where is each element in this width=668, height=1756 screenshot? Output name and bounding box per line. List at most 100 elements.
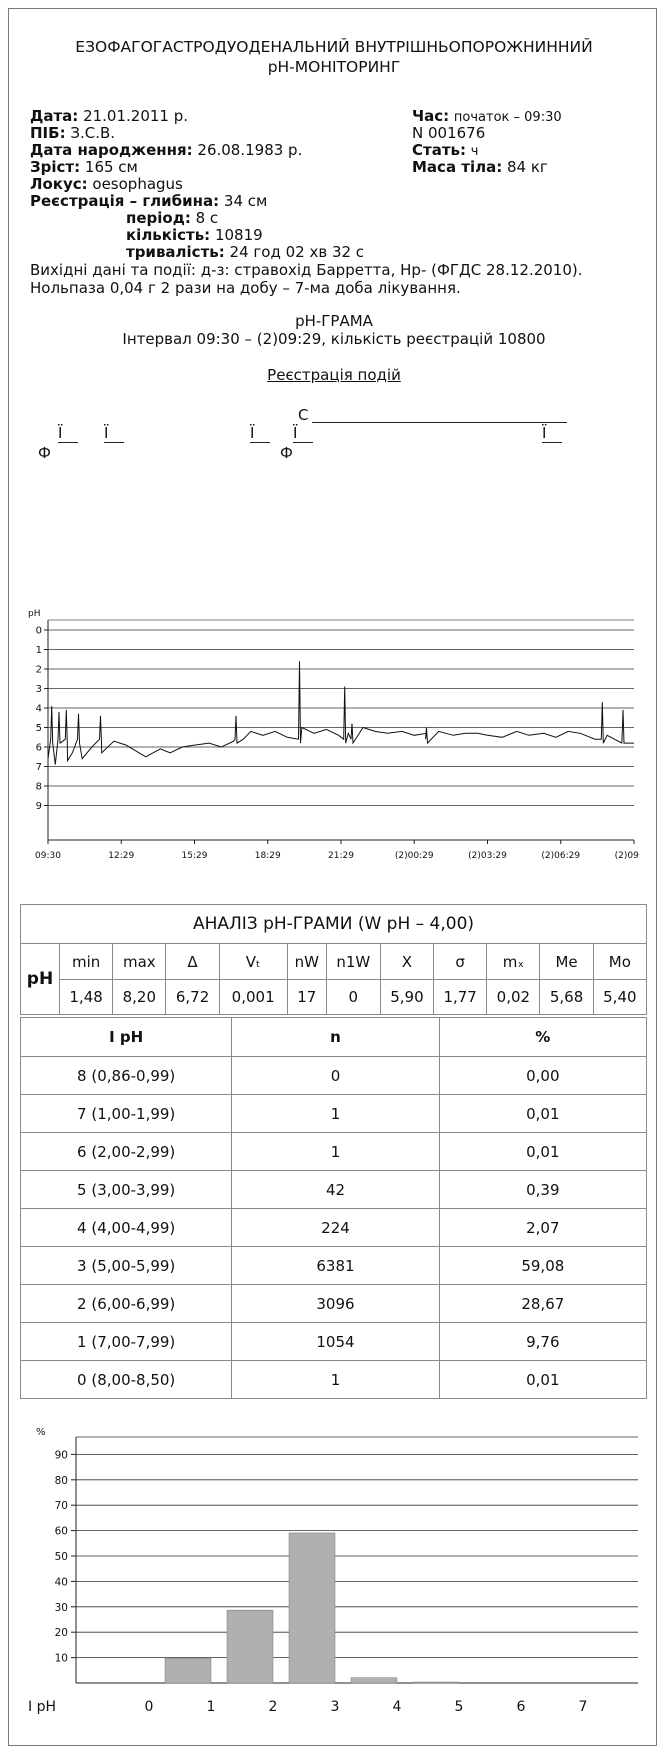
bar-chart-ytick-label: 20 — [55, 1627, 68, 1639]
weight-label: Маса тіла: — [412, 158, 503, 176]
distribution-cell: 224 — [231, 1208, 440, 1247]
sex-label: Стать: — [412, 141, 467, 159]
analysis-value-cell: 5,90 — [379, 979, 435, 1015]
ph-chart-xtick-label: 18:29 — [255, 851, 281, 861]
ph-chart-ytick-label: 1 — [36, 645, 42, 656]
name-label: ПІБ: — [30, 124, 66, 142]
time-row: Час: початок – 09:30 — [412, 108, 562, 126]
date-label: Дата: — [30, 107, 79, 125]
bar-chart-category-label: 0 — [145, 1699, 154, 1715]
registration-row: Реєстрація – глибина: 34 см — [30, 193, 267, 210]
ph-chart-ytick-label: 3 — [36, 684, 42, 695]
analysis-value-cell: 5,40 — [592, 979, 648, 1015]
intake-line-3 — [250, 442, 270, 443]
ph-chart-xtick-label: (2)03:29 — [468, 851, 507, 861]
analysis-header-cell: Δ — [165, 943, 220, 980]
analysis-value-cell: 0 — [325, 979, 381, 1015]
analysis-row-label: рН — [20, 943, 60, 1015]
events-title: Реєстрація подій — [267, 366, 401, 384]
distribution-cell: 1 — [231, 1094, 440, 1133]
bar-chart-ytick-label: 60 — [55, 1526, 68, 1538]
analysis-header-cell: n1W — [325, 943, 381, 980]
weight-row: Маса тіла: 84 кг — [412, 159, 548, 176]
height-label: Зріст: — [30, 158, 81, 176]
analysis-value-cell: 8,20 — [112, 979, 167, 1015]
analysis-header-cell: X — [379, 943, 435, 980]
locus-label: Локус: — [30, 175, 88, 193]
distribution-row: 0 (8,00-8,50) 1 0,01 — [19, 1360, 648, 1399]
duration-value: 24 год 02 хв 32 с — [229, 243, 365, 261]
reflux-marker-1: Ф — [38, 444, 51, 462]
phgram-subtitle: Інтервал 09:30 – (2)09:29, кількість реє… — [122, 330, 546, 348]
bar-chart-category-label: 6 — [517, 1699, 526, 1715]
ph-chart-ylabel: pH — [28, 609, 40, 619]
ph-chart-ytick-label: 2 — [36, 665, 42, 676]
ph-chart-ytick-label: 8 — [36, 782, 42, 793]
distribution-cell: 0,01 — [438, 1132, 648, 1171]
distribution-cell: 5 (3,00-3,99) — [19, 1170, 233, 1209]
ph-chart-ytick-label: 0 — [36, 626, 42, 637]
count-value: 10819 — [214, 226, 263, 244]
bar-chart-ytick-label: 10 — [55, 1653, 68, 1665]
distribution-cell: 0,00 — [438, 1056, 648, 1095]
report-frame — [8, 8, 657, 1746]
record-number: N 001676 — [412, 124, 486, 142]
ph-chart-ytick-label: 7 — [36, 762, 42, 773]
birth-value: 26.08.1983 р. — [197, 141, 303, 159]
distribution-row: 8 (0,86-0,99) 0 0,00 — [19, 1056, 648, 1095]
distribution-row: 2 (6,00-6,99) 3096 28,67 — [19, 1284, 648, 1323]
height-value: 165 см — [84, 158, 138, 176]
ph-chart-xtick-label: 15:29 — [182, 851, 208, 861]
registration-value: 34 см — [223, 192, 268, 210]
time-label: Час: — [412, 107, 450, 125]
date-value: 21.01.2011 р. — [83, 107, 189, 125]
weight-value: 84 кг — [507, 158, 548, 176]
analysis-table: АНАЛІЗ рН-ГРАМИ (W pH – 4,00) рН min max Δ… — [20, 904, 648, 1015]
distribution-cell: 4 (4,00-4,99) — [19, 1208, 233, 1247]
intake-line-1 — [58, 442, 78, 443]
ph-chart-ytick-label: 4 — [36, 704, 42, 715]
ph-series-line — [47, 661, 634, 765]
intake-line-2 — [104, 442, 124, 443]
registration-label: Реєстрація – глибина: — [30, 192, 220, 210]
dist-header-percent: % — [438, 1017, 648, 1057]
analysis-value-cell: 6,72 — [165, 979, 220, 1015]
intake-line-4 — [293, 442, 313, 443]
bar-chart-ylabel: % — [36, 1427, 46, 1438]
distribution-cell: 1 — [231, 1360, 440, 1399]
distribution-cell: 8 (0,86-0,99) — [19, 1056, 233, 1095]
intake-marker-5: Ї — [542, 424, 547, 442]
bar-chart-category-label: 5 — [455, 1699, 464, 1715]
analysis-header-cell: Me — [539, 943, 594, 980]
analysis-header-cell: σ — [433, 943, 488, 980]
bar-5 — [412, 1681, 460, 1684]
ph-chart-xtick-label: 12:29 — [108, 851, 134, 861]
sex-row: Стать: ч — [412, 142, 478, 160]
distribution-cell: 28,67 — [438, 1284, 648, 1323]
ph-chart-xtick-label: 21:29 — [328, 851, 354, 861]
bar-chart-category-label: 3 — [331, 1699, 340, 1715]
time-value: початок – 09:30 — [453, 110, 562, 125]
report-title-line2: рН-МОНІТОРИНГ — [267, 58, 401, 76]
analysis-value-cell: 1,77 — [433, 979, 488, 1015]
intake-marker-2: Ї — [104, 424, 109, 442]
name-value: З.С.В. — [70, 124, 116, 142]
distribution-cell: 2 (6,00-6,99) — [19, 1284, 233, 1323]
distribution-row: 5 (3,00-3,99) 42 0,39 — [19, 1170, 648, 1209]
ph-chart-xtick-label: (2)00:29 — [395, 851, 434, 861]
sex-value: ч — [470, 144, 479, 159]
bar-chart-ytick-label: 50 — [55, 1551, 68, 1563]
analysis-value-cell: 0,001 — [218, 979, 288, 1015]
count-row: кількість: 10819 — [126, 227, 263, 244]
distribution-cell: 0,01 — [438, 1360, 648, 1399]
distribution-bar-chart: %102030405060708090012345678I pH — [28, 1427, 638, 1715]
period-row: період: 8 с — [126, 210, 218, 227]
ph-chart-xtick-label: (2)06:29 — [541, 851, 580, 861]
phgram-title: рН-ГРАМА — [295, 312, 373, 330]
duration-row: тривалість: 24 год 02 хв 32 с — [126, 244, 364, 261]
bar-chart-category-label: 4 — [393, 1699, 402, 1715]
analysis-title: АНАЛІЗ рН-ГРАМИ (W pH – 4,00) — [20, 904, 647, 944]
ph-chart-xtick-label: 09:30 — [35, 851, 61, 861]
period-value: 8 с — [195, 209, 219, 227]
distribution-table: I pH n % 8 (0,86-0,99) 0 0,00 7 (1,00-1,99)… — [19, 1017, 648, 1399]
